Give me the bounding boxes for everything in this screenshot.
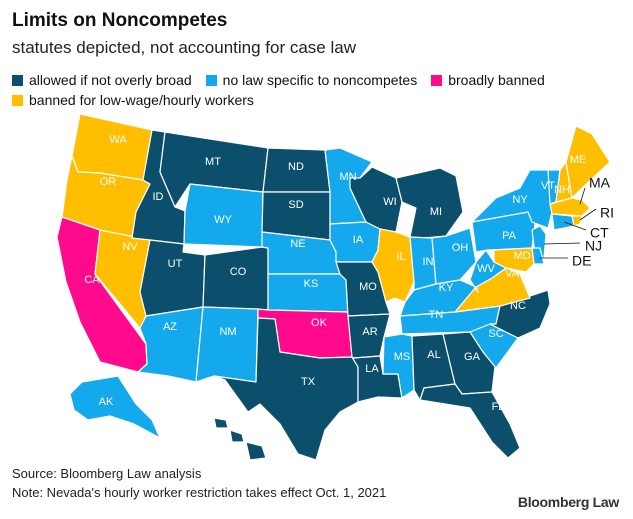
state-label-ut: UT bbox=[168, 258, 183, 270]
state-wa bbox=[71, 113, 153, 181]
legend-swatch-banned bbox=[431, 74, 443, 86]
legend-label-allowed: allowed if not overly broad bbox=[29, 72, 192, 88]
state-label-md: MD bbox=[513, 250, 530, 262]
state-label-al: AL bbox=[427, 349, 440, 361]
state-il bbox=[371, 228, 415, 303]
state-label-wa: WA bbox=[109, 134, 127, 146]
state-label-or: OR bbox=[100, 176, 117, 188]
state-label-nv: NV bbox=[122, 241, 138, 253]
legend-swatch-low-wage bbox=[12, 94, 23, 106]
state-label-nc: NC bbox=[510, 300, 526, 312]
state-label-az: AZ bbox=[163, 321, 177, 333]
state-label-ma: MA bbox=[589, 175, 611, 191]
state-label-wi: WI bbox=[383, 196, 396, 208]
state-label-ny: NY bbox=[512, 194, 528, 206]
state-label-ga: GA bbox=[464, 351, 481, 363]
state-nm bbox=[195, 306, 259, 383]
state-label-mt: MT bbox=[205, 156, 221, 168]
state-label-nd: ND bbox=[288, 161, 304, 173]
state-sc bbox=[469, 323, 519, 369]
state-label-sc: SC bbox=[488, 328, 503, 340]
chart-title: Limits on Noncompetes bbox=[12, 10, 228, 31]
state-label-mn: MN bbox=[339, 171, 356, 183]
legend-item-no-law: no law specific to noncompetes bbox=[205, 72, 418, 88]
state-hi-3 bbox=[245, 441, 267, 461]
state-label-ct: CT bbox=[590, 225, 609, 241]
us-map: WA OR CA NV ID MT WY UT CO AZ NM ND SD NE KS OK TX MN IA MO… bbox=[56, 113, 614, 461]
state-label-ms: MS bbox=[394, 351, 411, 363]
state-label-wy: WY bbox=[214, 214, 232, 226]
state-label-ne: NE bbox=[290, 238, 305, 250]
chart-subtitle: statutes depicted, not accounting for ca… bbox=[12, 38, 356, 57]
state-ak bbox=[69, 375, 161, 439]
state-label-mo: MO bbox=[359, 281, 377, 293]
state-fl bbox=[419, 383, 521, 459]
source-note: Source: Bloomberg Law analysis bbox=[12, 466, 202, 481]
legend-label-low-wage: banned for low-wage/hourly workers bbox=[29, 92, 254, 108]
leader-lines bbox=[540, 187, 597, 259]
state-wv bbox=[469, 249, 507, 293]
state-label-ky: KY bbox=[439, 282, 454, 294]
state-label-ks: KS bbox=[304, 278, 319, 290]
legend-item-banned: broadly banned bbox=[431, 72, 545, 88]
legend-swatch-allowed bbox=[12, 74, 23, 86]
state-label-il: IL bbox=[396, 251, 405, 263]
state-label-me: ME bbox=[570, 154, 587, 166]
state-label-mi: MI bbox=[430, 206, 442, 218]
state-label-ri: RI bbox=[600, 205, 614, 221]
state-label-sd: SD bbox=[288, 199, 303, 211]
state-label-vt: VT bbox=[541, 180, 555, 192]
state-mi bbox=[395, 167, 464, 239]
labels-layer: WA OR CA NV ID MT WY UT CO AZ NM ND SD NE KS OK TX MN IA MO… bbox=[84, 134, 614, 413]
state-co bbox=[202, 246, 269, 311]
leader-line-ct bbox=[563, 221, 587, 231]
state-label-ia: IA bbox=[353, 234, 364, 246]
legend-item-low-wage: banned for low-wage/hourly workers bbox=[12, 92, 254, 108]
state-label-oh: OH bbox=[452, 242, 469, 254]
state-ct bbox=[551, 213, 575, 231]
leader-line-ri bbox=[579, 208, 597, 221]
state-az bbox=[137, 306, 204, 383]
state-label-pa: PA bbox=[502, 230, 517, 242]
state-label-tn: TN bbox=[429, 309, 444, 321]
state-label-id: ID bbox=[153, 191, 164, 203]
legend-label-no-law: no law specific to noncompetes bbox=[222, 72, 418, 88]
states-layer bbox=[56, 113, 611, 461]
state-label-fl: FL bbox=[492, 401, 505, 413]
legend-swatch-no-law bbox=[205, 74, 217, 86]
state-tx bbox=[213, 317, 359, 461]
bloomberg-law-logo: Bloomberg Law bbox=[517, 494, 619, 510]
state-label-ar: AR bbox=[362, 326, 377, 338]
state-label-nm: NM bbox=[219, 326, 236, 338]
legend-item-allowed: allowed if not overly broad bbox=[12, 72, 192, 88]
state-label-nh: NH bbox=[554, 184, 570, 196]
state-wi bbox=[349, 166, 403, 233]
state-wy bbox=[183, 183, 264, 248]
state-hi bbox=[213, 417, 229, 429]
state-label-va: VA bbox=[505, 268, 520, 280]
state-label-wv: WV bbox=[477, 263, 495, 275]
state-la bbox=[351, 355, 403, 403]
legend-row-2: banned for low-wage/hourly workers bbox=[12, 90, 612, 110]
state-label-co: CO bbox=[230, 266, 247, 278]
state-label-la: LA bbox=[365, 363, 379, 375]
state-label-in: IN bbox=[423, 256, 434, 268]
legend: allowed if not overly broad no law speci… bbox=[12, 70, 612, 110]
state-label-ok: OK bbox=[311, 317, 328, 329]
leader-line-ma bbox=[579, 187, 586, 205]
legend-label-banned: broadly banned bbox=[448, 72, 545, 88]
state-label-tx: TX bbox=[301, 376, 316, 388]
state-md bbox=[493, 247, 535, 273]
footnote: Note: Nevada's hourly worker restriction… bbox=[12, 485, 387, 500]
state-ut bbox=[139, 239, 206, 317]
state-label-ak: AK bbox=[99, 396, 114, 408]
leader-line-nj bbox=[543, 242, 581, 245]
state-hi-2 bbox=[229, 429, 245, 443]
state-label-ca: CA bbox=[84, 274, 100, 286]
legend-row-1: allowed if not overly broad no law speci… bbox=[12, 70, 612, 90]
state-label-de: DE bbox=[572, 253, 591, 269]
state-label-nj: NJ bbox=[585, 238, 602, 254]
state-ms bbox=[382, 333, 415, 399]
